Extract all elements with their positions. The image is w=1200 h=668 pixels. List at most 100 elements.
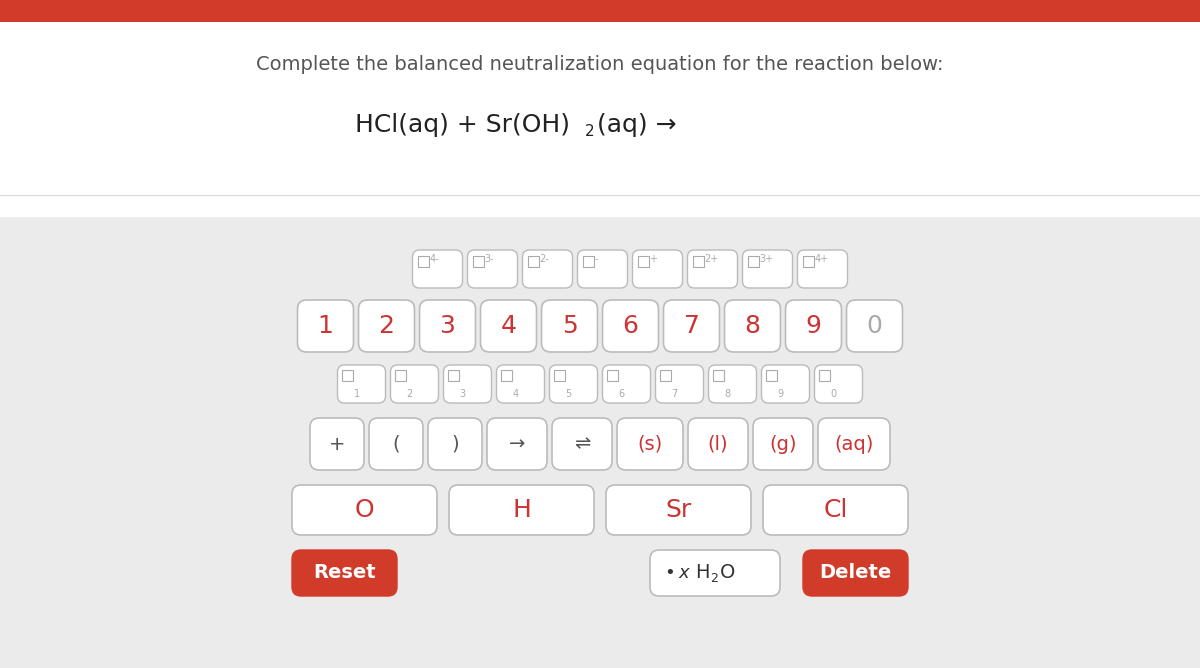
Text: 2-: 2-: [540, 254, 550, 264]
FancyBboxPatch shape: [577, 250, 628, 288]
Text: 6: 6: [618, 389, 625, 399]
Text: ⇌: ⇌: [574, 434, 590, 454]
Text: 6: 6: [623, 314, 638, 338]
FancyBboxPatch shape: [497, 365, 545, 403]
Text: 3-: 3-: [485, 254, 494, 264]
Text: 4: 4: [500, 314, 516, 338]
Bar: [582, 256, 594, 267]
Text: 2: 2: [407, 389, 413, 399]
FancyBboxPatch shape: [754, 418, 814, 470]
Text: 2: 2: [586, 124, 595, 140]
Text: 2+: 2+: [704, 254, 719, 264]
Bar: [0, 0, 1200, 22]
Bar: [473, 256, 484, 267]
Text: 4: 4: [512, 389, 518, 399]
Text: 1: 1: [354, 389, 360, 399]
FancyBboxPatch shape: [449, 485, 594, 535]
Text: (s): (s): [637, 434, 662, 454]
Text: H: H: [695, 564, 709, 582]
FancyBboxPatch shape: [725, 300, 780, 352]
FancyBboxPatch shape: [815, 365, 863, 403]
FancyBboxPatch shape: [337, 365, 385, 403]
Bar: [0, 22, 1200, 195]
Bar: [660, 370, 671, 381]
FancyBboxPatch shape: [480, 300, 536, 352]
Text: (: (: [392, 434, 400, 454]
FancyBboxPatch shape: [786, 300, 841, 352]
FancyBboxPatch shape: [298, 300, 354, 352]
Text: (l): (l): [708, 434, 728, 454]
FancyBboxPatch shape: [602, 300, 659, 352]
Text: Complete the balanced neutralization equation for the reaction below:: Complete the balanced neutralization equ…: [257, 55, 943, 75]
FancyBboxPatch shape: [292, 485, 437, 535]
FancyBboxPatch shape: [688, 250, 738, 288]
Bar: [395, 370, 406, 381]
FancyBboxPatch shape: [468, 250, 517, 288]
FancyBboxPatch shape: [763, 485, 908, 535]
Text: →: →: [509, 434, 526, 454]
Text: 0: 0: [830, 389, 836, 399]
Text: x: x: [678, 564, 689, 582]
FancyBboxPatch shape: [818, 418, 890, 470]
Text: 9: 9: [778, 389, 784, 399]
FancyBboxPatch shape: [444, 365, 492, 403]
Bar: [713, 370, 724, 381]
FancyBboxPatch shape: [708, 365, 756, 403]
Bar: [448, 370, 458, 381]
Text: 0: 0: [866, 314, 882, 338]
Text: +: +: [329, 434, 346, 454]
Text: 3: 3: [460, 389, 466, 399]
Text: HCl(aq) + Sr(OH): HCl(aq) + Sr(OH): [355, 113, 570, 137]
Bar: [692, 256, 703, 267]
FancyBboxPatch shape: [655, 365, 703, 403]
Text: O: O: [720, 564, 736, 582]
Text: +: +: [649, 254, 658, 264]
Text: O: O: [355, 498, 374, 522]
FancyBboxPatch shape: [688, 418, 748, 470]
FancyBboxPatch shape: [743, 250, 792, 288]
Bar: [606, 370, 618, 381]
Text: ): ): [451, 434, 458, 454]
Text: •: •: [664, 564, 674, 582]
FancyBboxPatch shape: [541, 300, 598, 352]
Text: 8: 8: [744, 314, 761, 338]
FancyBboxPatch shape: [803, 550, 908, 596]
Text: (aq) →: (aq) →: [598, 113, 677, 137]
FancyBboxPatch shape: [798, 250, 847, 288]
Text: (aq): (aq): [834, 434, 874, 454]
Bar: [748, 256, 758, 267]
FancyBboxPatch shape: [606, 485, 751, 535]
Bar: [766, 370, 776, 381]
Bar: [528, 256, 539, 267]
Text: 7: 7: [684, 314, 700, 338]
Text: H: H: [512, 498, 530, 522]
Text: 3: 3: [439, 314, 456, 338]
Bar: [418, 256, 428, 267]
Bar: [803, 256, 814, 267]
FancyBboxPatch shape: [420, 300, 475, 352]
Text: 7: 7: [672, 389, 678, 399]
FancyBboxPatch shape: [664, 300, 720, 352]
FancyBboxPatch shape: [650, 550, 780, 596]
Bar: [342, 370, 353, 381]
Bar: [637, 256, 648, 267]
FancyBboxPatch shape: [552, 418, 612, 470]
FancyBboxPatch shape: [370, 418, 424, 470]
Text: 5: 5: [565, 389, 571, 399]
FancyBboxPatch shape: [413, 250, 462, 288]
FancyBboxPatch shape: [428, 418, 482, 470]
Text: -: -: [594, 254, 598, 264]
Text: 8: 8: [725, 389, 731, 399]
Text: Delete: Delete: [820, 564, 892, 582]
Text: 9: 9: [805, 314, 822, 338]
Text: 5: 5: [562, 314, 577, 338]
Text: Sr: Sr: [665, 498, 691, 522]
FancyBboxPatch shape: [846, 300, 902, 352]
FancyBboxPatch shape: [617, 418, 683, 470]
FancyBboxPatch shape: [632, 250, 683, 288]
FancyBboxPatch shape: [762, 365, 810, 403]
Text: 2: 2: [378, 314, 395, 338]
FancyBboxPatch shape: [522, 250, 572, 288]
FancyBboxPatch shape: [359, 300, 414, 352]
FancyBboxPatch shape: [602, 365, 650, 403]
